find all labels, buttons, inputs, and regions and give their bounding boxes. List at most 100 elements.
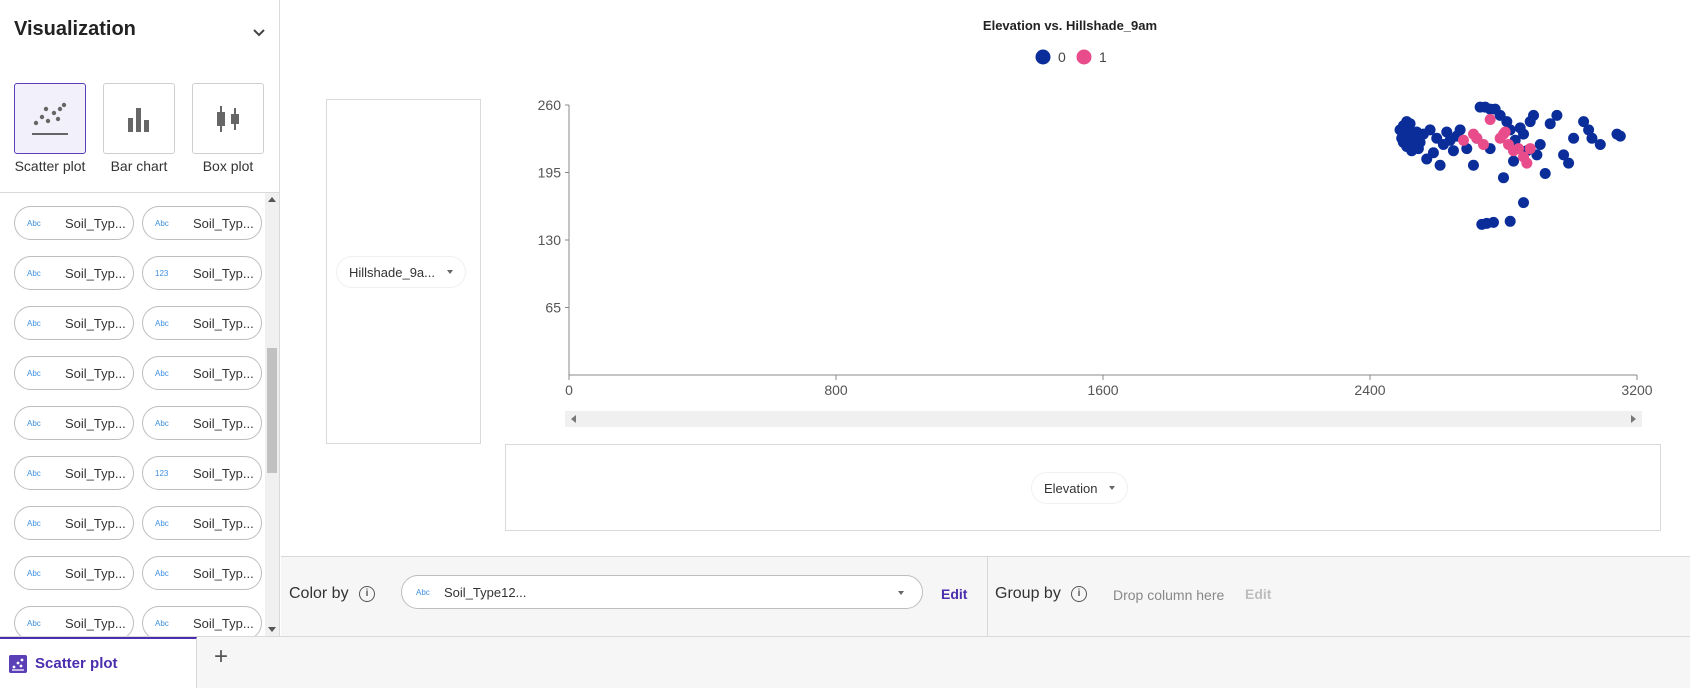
add-tab-button[interactable]: +: [213, 643, 228, 670]
scatter-point: [1539, 168, 1551, 180]
field-pill[interactable]: 123 Soil_Typ...: [142, 456, 262, 490]
scatter-point: [1518, 128, 1530, 140]
legend-label: 0: [1058, 49, 1066, 65]
x-axis-field-pill[interactable]: Elevation: [1032, 473, 1128, 503]
field-type-badge: Abc: [27, 418, 41, 428]
field-name: Soil_Typ...: [65, 465, 126, 481]
field-pill[interactable]: Abc Soil_Typ...: [142, 306, 262, 340]
scroll-up-icon[interactable]: [268, 197, 276, 202]
field-type-badge: 123: [155, 268, 169, 278]
y-axis-drop-zone[interactable]: Hillshade_9a...: [326, 99, 481, 444]
scroll-thumb[interactable]: [267, 348, 277, 473]
scatter-point: [1434, 159, 1446, 171]
scatter-point: [1583, 124, 1595, 136]
field-name: Soil_Typ...: [193, 465, 254, 481]
x-axis-scrollbar[interactable]: [565, 411, 1642, 427]
scatter-point: [1487, 216, 1499, 228]
field-pill[interactable]: Abc Soil_Typ...: [142, 606, 262, 636]
visualization-sidebar: Visualization Scatter plot: [0, 0, 280, 636]
field-type-badge: Abc: [27, 518, 41, 528]
scatter-point: [1471, 132, 1483, 144]
x-tick-label: 1600: [1087, 382, 1118, 398]
field-pill[interactable]: Abc Soil_Typ...: [14, 206, 134, 240]
scroll-left-icon[interactable]: [571, 415, 576, 423]
chart-type-box[interactable]: Box plot: [192, 83, 264, 174]
chevron-down-icon[interactable]: [250, 24, 268, 42]
field-pill[interactable]: Abc Soil_Typ...: [14, 556, 134, 590]
tab-scatter-plot[interactable]: Scatter plot: [0, 637, 197, 688]
scatter-point: [1586, 132, 1598, 144]
y-axis-field-pill[interactable]: Hillshade_9a...: [337, 257, 465, 287]
y-tick-label: 195: [538, 165, 562, 181]
field-pill[interactable]: Abc Soil_Typ...: [14, 606, 134, 636]
scatter-point: [1414, 136, 1426, 148]
scatter-chart: Elevation vs. Hillshade_9am 0 1 65 130 195 260…: [538, 18, 1653, 398]
field-pill[interactable]: Abc Soil_Typ...: [14, 356, 134, 390]
info-icon[interactable]: i: [359, 586, 375, 602]
x-tick-label: 800: [824, 382, 848, 398]
scatter-point: [1498, 128, 1509, 140]
scatter-point: [1578, 116, 1590, 128]
field-name: Soil_Typ...: [65, 365, 126, 381]
scatter-point: [1461, 143, 1473, 155]
field-pill[interactable]: Abc Soil_Typ...: [142, 356, 262, 390]
field-pill[interactable]: Abc Soil_Typ...: [14, 406, 134, 440]
scatter-point: [1521, 157, 1533, 169]
field-name: Soil_Typ...: [193, 365, 254, 381]
scroll-right-icon[interactable]: [1631, 415, 1636, 423]
field-pill[interactable]: Abc Soil_Typ...: [14, 306, 134, 340]
chart-type-scatter[interactable]: Scatter plot: [14, 83, 86, 174]
caret-down-icon[interactable]: [898, 591, 904, 595]
group-by-drop-zone[interactable]: Drop column here: [1113, 587, 1225, 603]
chart-type-picker: Scatter plot Bar chart: [14, 83, 270, 175]
tab-label: Scatter plot: [35, 655, 118, 672]
scatter-point: [1614, 130, 1626, 142]
caret-down-icon[interactable]: [1109, 486, 1116, 490]
field-pill[interactable]: Abc Soil_Typ...: [142, 506, 262, 540]
field-pill[interactable]: Abc Soil_Typ...: [14, 256, 134, 290]
field-pill[interactable]: Abc Soil_Typ...: [14, 456, 134, 490]
field-type-badge: Abc: [155, 218, 169, 228]
y-tick-label: 260: [538, 97, 562, 113]
field-name: Soil_Typ...: [193, 415, 254, 431]
field-pill[interactable]: Abc Soil_Typ...: [142, 406, 262, 440]
field-pill[interactable]: Abc Soil_Typ...: [142, 556, 262, 590]
caret-down-icon[interactable]: [447, 270, 453, 274]
scatter-point: [1484, 114, 1496, 126]
field-name: Soil_Typ...: [193, 265, 254, 281]
scatter-point: [1594, 138, 1606, 150]
scatter-point: [1447, 145, 1459, 157]
field-type-badge: Abc: [27, 368, 41, 378]
color-by-edit-button[interactable]: Edit: [941, 586, 968, 602]
scatter-point: [1524, 143, 1536, 155]
field-name: Soil_Typ...: [193, 215, 254, 231]
field-pill[interactable]: Abc Soil_Typ...: [142, 206, 262, 240]
x-axis-drop-zone[interactable]: Elevation: [505, 444, 1661, 531]
scatter-point: [1544, 118, 1556, 130]
scatter-point: [1501, 116, 1513, 128]
scatter-point: [1467, 159, 1479, 171]
scatter-plot-icon: [9, 655, 27, 673]
scroll-down-icon[interactable]: [268, 627, 276, 632]
scatter-point: [1454, 124, 1466, 136]
chart-type-bar[interactable]: Bar chart: [103, 83, 175, 174]
chart-type-label: Bar chart: [110, 158, 168, 174]
scatter-point: [1563, 157, 1575, 169]
field-pill[interactable]: Abc Soil_Typ...: [14, 506, 134, 540]
color-by-select[interactable]: Abc Soil_Type12...: [401, 575, 923, 609]
field-name: Soil_Typ...: [193, 615, 254, 631]
field-name: Soil_Typ...: [193, 565, 254, 581]
field-list-scrollbar[interactable]: [265, 193, 279, 636]
x-axis-field-label: Elevation: [1044, 480, 1098, 496]
sidebar-divider: [0, 192, 280, 193]
field-pill[interactable]: 123 Soil_Typ...: [142, 256, 262, 290]
sidebar-title: Visualization: [14, 18, 136, 40]
field-type-badge: Abc: [27, 268, 41, 278]
field-name: Soil_Typ...: [65, 315, 126, 331]
text-type-badge: Abc: [416, 587, 430, 597]
scatter-point: [1513, 143, 1525, 155]
scatter-point: [1457, 134, 1469, 146]
field-type-badge: Abc: [155, 318, 169, 328]
chart-type-label: Scatter plot: [14, 158, 86, 174]
info-icon[interactable]: i: [1071, 586, 1087, 602]
